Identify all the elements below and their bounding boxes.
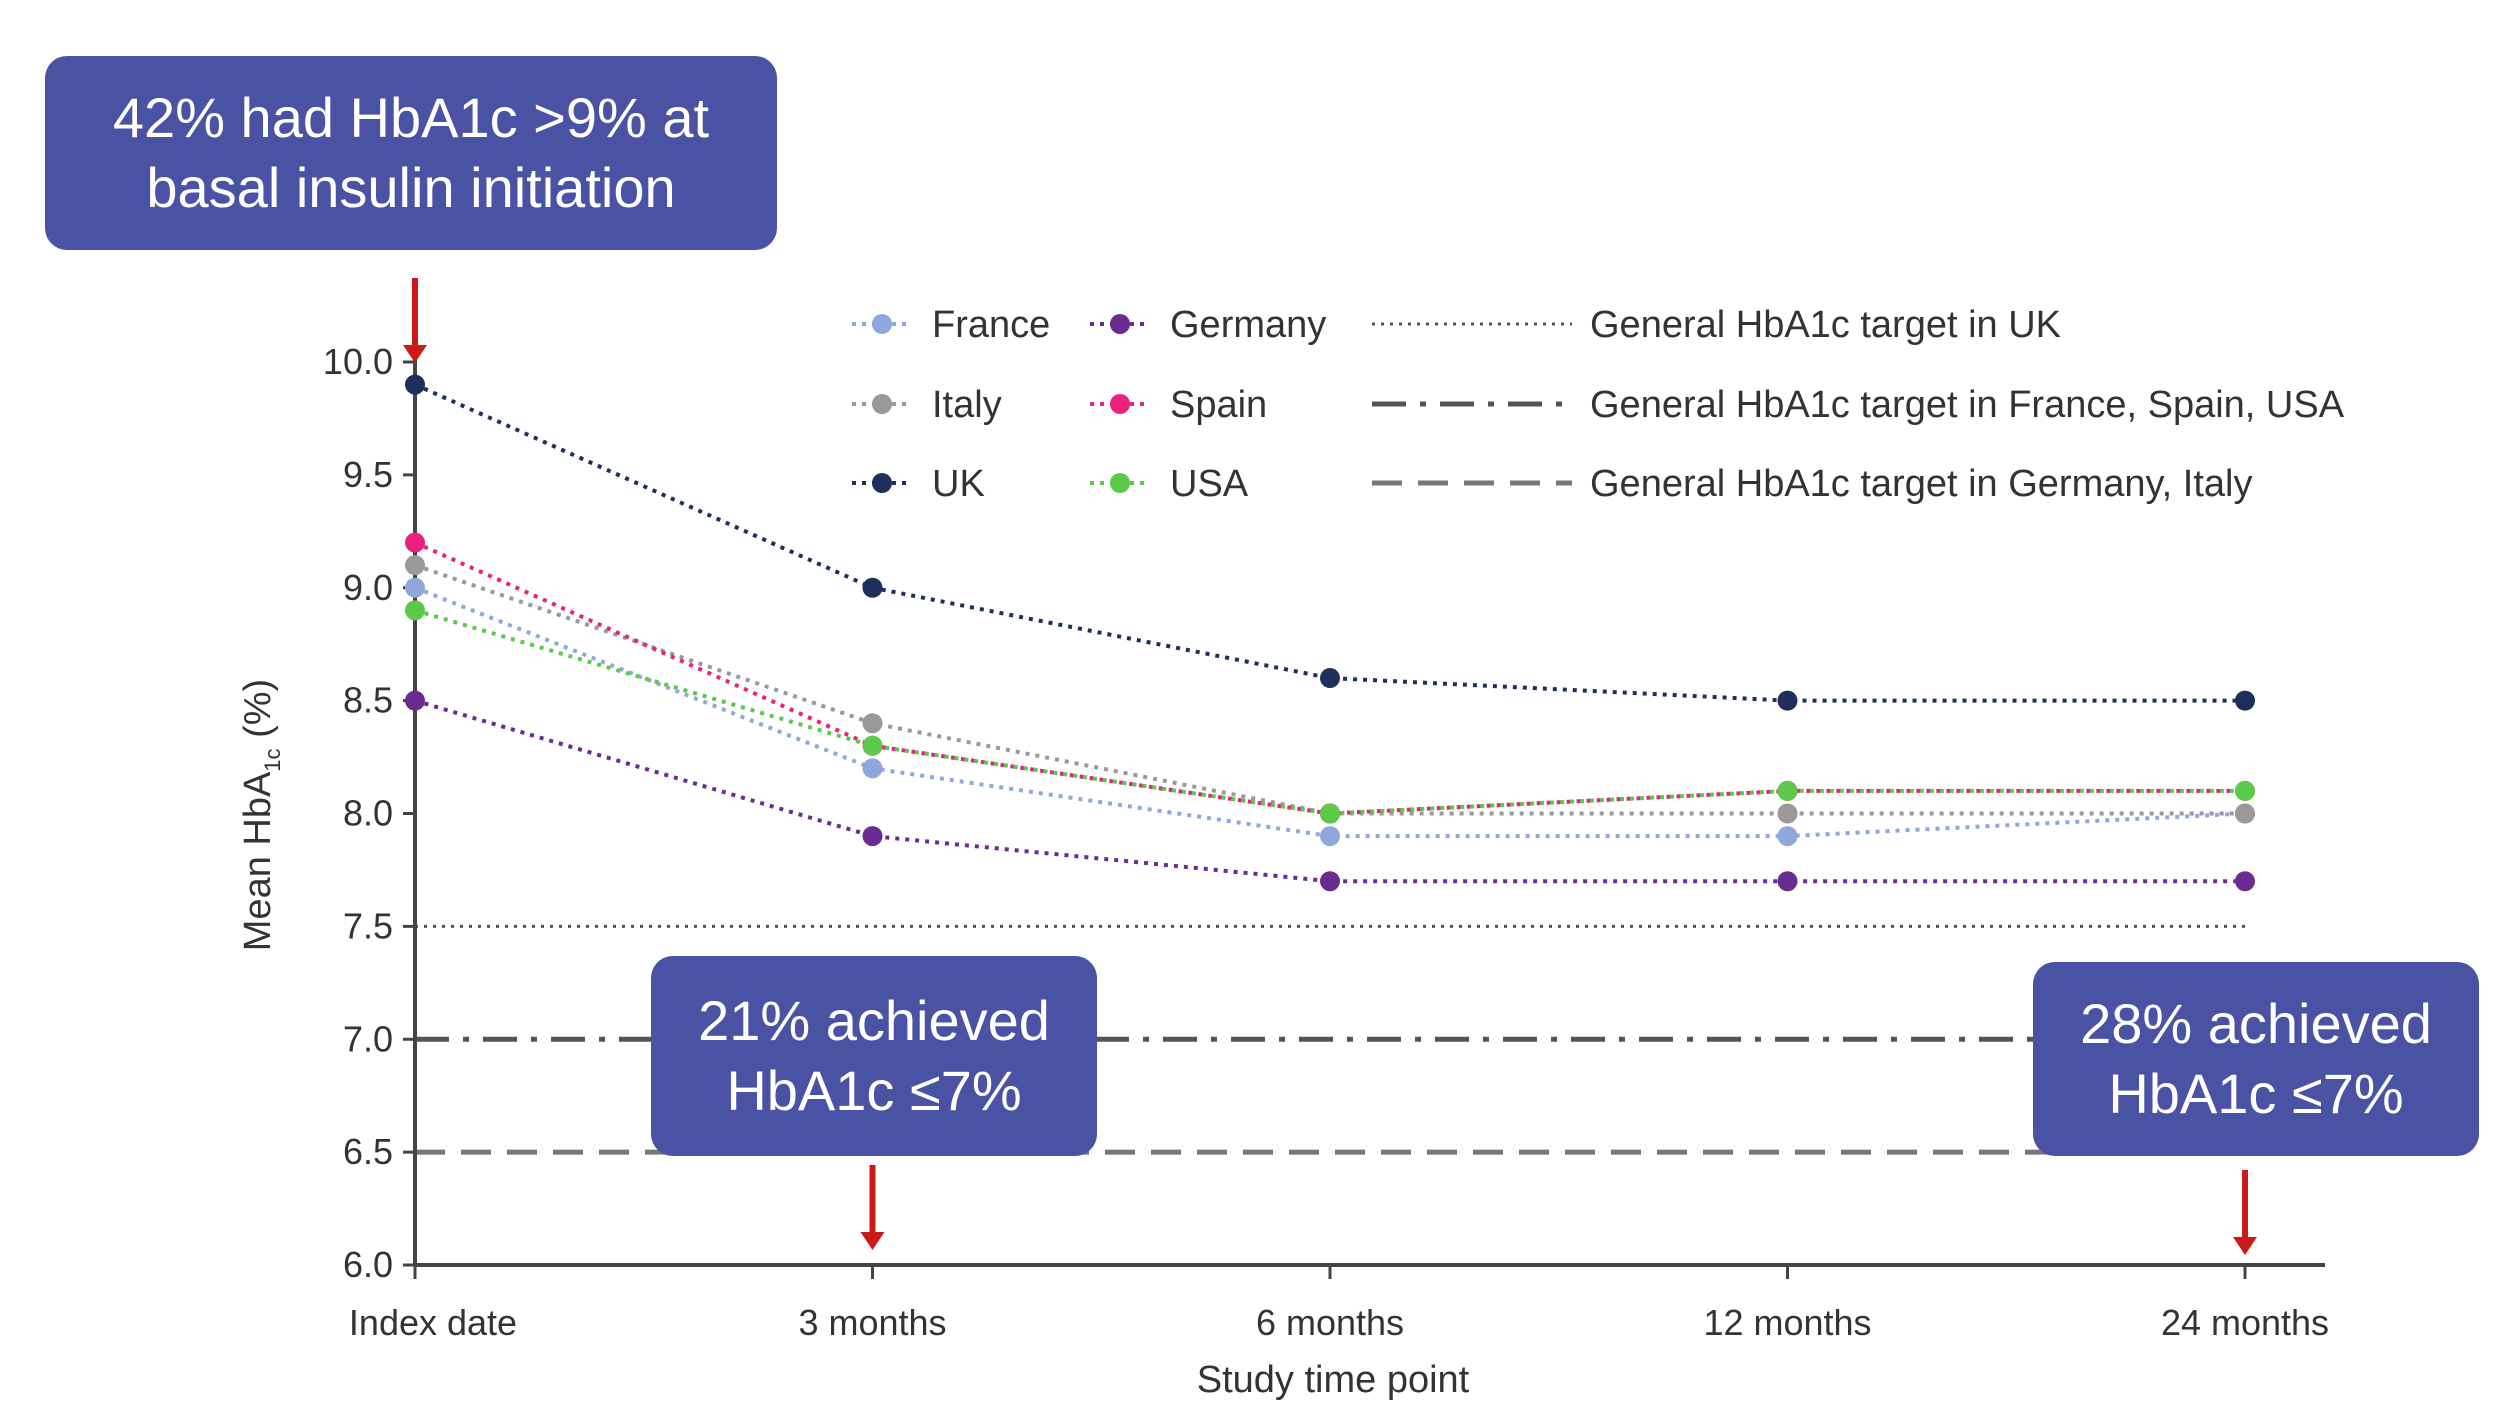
- x-tick-label: 24 months: [2161, 1302, 2329, 1343]
- data-point-usa: [1777, 780, 1798, 801]
- arrows: [403, 278, 2257, 1255]
- x-tick-label: 6 months: [1256, 1302, 1404, 1343]
- legend-label-italy: Italy: [932, 384, 1002, 426]
- data-point-germany: [2235, 871, 2255, 892]
- y-tick-label: 7.5: [343, 905, 393, 946]
- y-tick-label: 7.0: [343, 1018, 393, 1059]
- legend-label-uk: UK: [932, 463, 985, 505]
- x-tick-label: Index date: [349, 1302, 517, 1343]
- data-point-france: [1320, 826, 1340, 847]
- legend-label-general-hba1c-target-in-uk: General HbA1c target in UK: [1590, 304, 2061, 346]
- y-axis-title-subscript: 1c: [260, 748, 285, 771]
- data-point-uk: [1320, 668, 1340, 689]
- data-point-france: [405, 577, 425, 598]
- data-point-italy: [862, 713, 883, 734]
- legend-marker-france: [872, 314, 892, 334]
- callout-3-months: 21% achieved HbA1c ≤7%: [651, 956, 1097, 1156]
- x-tick-label: 12 months: [1703, 1302, 1871, 1343]
- y-tick-label: 6.0: [343, 1244, 393, 1285]
- y-ticks: 10.0 9.5 9.0 8.5 8.0 7.5 7.0 6.5 6.0: [323, 341, 415, 1285]
- y-tick-label: 9.5: [343, 454, 393, 495]
- legend-label-general-hba1c-target-in-germany-italy: General HbA1c target in Germany, Italy: [1590, 463, 2252, 505]
- data-point-spain: [405, 532, 425, 553]
- legend-label-spain: Spain: [1170, 384, 1267, 426]
- x-ticks: Index date 3 months 6 months 12 months 24 mo…: [349, 1265, 2329, 1343]
- y-axis-title: Mean HbA1c (%): [237, 679, 285, 951]
- data-point-usa: [2235, 780, 2255, 801]
- legend-label-usa: USA: [1170, 463, 1249, 505]
- data-point-usa: [862, 735, 883, 756]
- legend-label-general-hba1c-target-in-france-spain-usa: General HbA1c target in France, Spain, U…: [1590, 384, 2345, 426]
- series-line-usa: [414, 608, 2245, 816]
- data-point-germany: [405, 690, 425, 711]
- callout-line: HbA1c ≤7%: [726, 1059, 1022, 1122]
- y-tick-label: 9.0: [343, 567, 393, 608]
- callout-line: HbA1c ≤7%: [2108, 1062, 2404, 1125]
- callout-line: 42% had HbA1c >9% at: [112, 86, 710, 149]
- callout-line: 28% achieved: [2080, 992, 2432, 1055]
- data-point-uk: [2235, 690, 2255, 711]
- data-point-uk: [862, 577, 883, 598]
- legend-marker-usa: [1110, 473, 1130, 493]
- y-tick-label: 8.0: [343, 793, 393, 834]
- x-tick-label: 3 months: [798, 1302, 946, 1343]
- data-point-italy: [405, 555, 425, 576]
- callout-line: 21% achieved: [698, 989, 1050, 1052]
- series-line-uk: [414, 382, 2245, 703]
- legend-marker-italy: [872, 394, 892, 414]
- arrow-head: [403, 345, 427, 363]
- legend-label-france: France: [932, 304, 1050, 346]
- callout-line: basal insulin initiation: [146, 156, 676, 219]
- data-point-france: [1777, 826, 1798, 847]
- legend-marker-uk: [872, 473, 892, 493]
- callout-24-months: 28% achieved HbA1c ≤7%: [2033, 962, 2479, 1156]
- series-line-france: [414, 585, 2246, 839]
- y-tick-label: 8.5: [343, 680, 393, 721]
- data-point-uk: [405, 374, 425, 395]
- data-point-germany: [1777, 871, 1798, 892]
- legend-label-germany: Germany: [1170, 304, 1326, 346]
- legend: France Germany Italy Spain UK USA General HbA1…: [852, 304, 2345, 505]
- data-point-usa: [1320, 803, 1340, 824]
- arrow-head: [860, 1232, 885, 1250]
- data-point-germany: [1320, 871, 1340, 892]
- data-point-italy: [2235, 803, 2255, 824]
- callout-baseline-hba1c: 42% had HbA1c >9% at basal insulin initi…: [45, 56, 777, 250]
- data-point-germany: [862, 826, 883, 847]
- series: [405, 374, 2255, 892]
- data-point-italy: [1777, 803, 1798, 824]
- data-point-usa: [405, 600, 425, 621]
- x-axis-title: Study time point: [1197, 1359, 1470, 1401]
- y-axis-title-main: Mean HbA: [237, 771, 279, 951]
- series-line-italy: [414, 563, 2245, 816]
- legend-marker-germany: [1110, 314, 1130, 334]
- data-point-france: [862, 758, 883, 779]
- arrow-head: [2233, 1237, 2257, 1255]
- y-axis-title-unit: (%): [237, 679, 279, 749]
- legend-marker-spain: [1110, 394, 1130, 414]
- y-tick-label: 6.5: [343, 1131, 393, 1172]
- data-point-uk: [1777, 690, 1798, 711]
- y-tick-label: 10.0: [323, 341, 393, 382]
